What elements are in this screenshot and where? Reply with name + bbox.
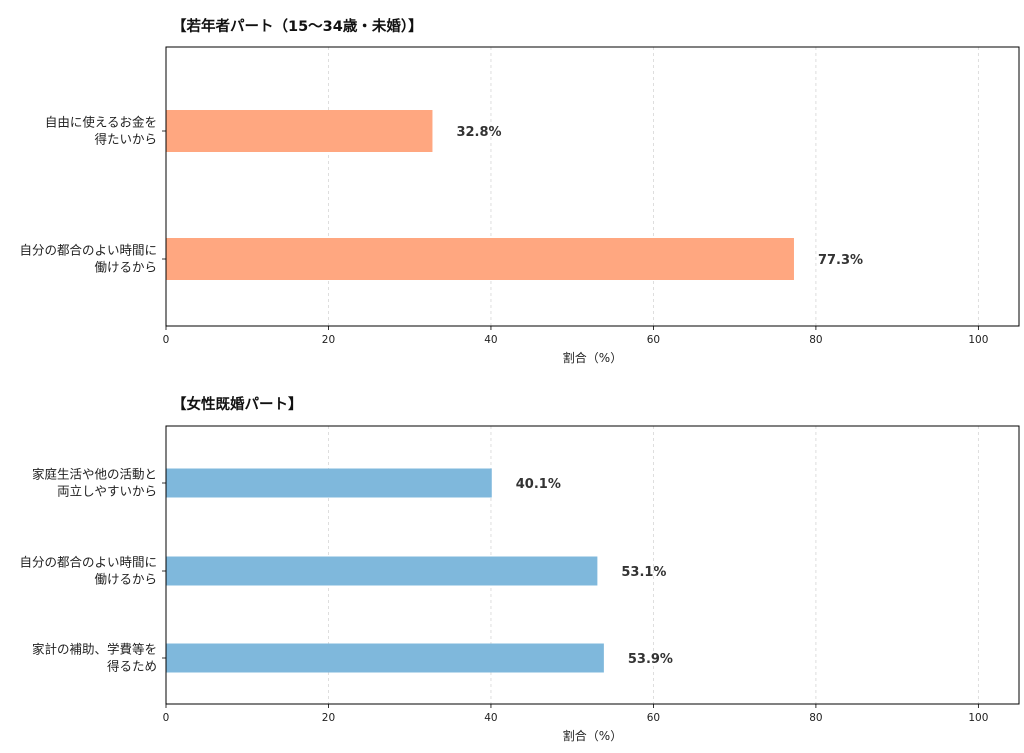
category-label: 自分の都合のよい時間に働けるから [19, 243, 157, 275]
bar [166, 238, 794, 280]
category-label-line: 自由に使えるお金を [45, 115, 157, 130]
x-tick-label: 100 [968, 712, 988, 724]
x-tick-label: 0 [163, 334, 170, 346]
category-label-line: 働けるから [94, 260, 157, 275]
data-label: 40.1% [516, 477, 561, 492]
data-label: 53.1% [621, 565, 666, 580]
x-axis-label: 割合（%） [563, 350, 622, 365]
x-tick-label: 40 [484, 334, 497, 346]
category-label-line: 両立しやすいから [57, 484, 157, 499]
data-label: 53.9% [628, 652, 673, 667]
x-tick-label: 20 [322, 334, 335, 346]
category-label-line: 働けるから [94, 572, 157, 587]
chart-title: 【若年者パート（15〜34歳・未婚）】 [172, 17, 423, 35]
category-label-line: 得たいから [94, 132, 157, 147]
x-tick-label: 0 [163, 712, 170, 724]
x-tick-label: 60 [647, 712, 660, 724]
x-tick-label: 80 [809, 712, 822, 724]
category-label: 自分の都合のよい時間に働けるから [19, 555, 157, 587]
plot-frame [165, 425, 1020, 705]
x-axis-label: 割合（%） [563, 728, 622, 743]
bar [166, 110, 433, 152]
chart-panel-1: 【若年者パート（15〜34歳・未婚）】 32.8% 自由に使えるお金を得たいから 77… [19, 17, 1020, 365]
x-tick-label: 60 [647, 334, 660, 346]
plot-frame [165, 46, 1020, 327]
x-tick-label: 40 [484, 712, 497, 724]
category-label-line: 得るため [107, 659, 157, 674]
chart-panel-2: 【女性既婚パート】 40.1% 家庭生活や他の活動と両立しやすいから 53.1% 自分の… [19, 395, 1020, 743]
category-label: 家庭生活や他の活動と両立しやすいから [32, 467, 157, 499]
category-label-line: 自分の都合のよい時間に [19, 243, 157, 258]
bar [166, 556, 598, 586]
x-tick-label: 100 [968, 334, 988, 346]
x-tick-label: 20 [322, 712, 335, 724]
bar [166, 643, 604, 673]
category-label-line: 家庭生活や他の活動と [32, 467, 157, 482]
category-label-line: 家計の補助、学費等を [32, 642, 157, 657]
category-label: 家計の補助、学費等を得るため [32, 642, 157, 674]
bar [166, 468, 492, 498]
category-label-line: 自分の都合のよい時間に [19, 555, 157, 570]
data-label: 77.3% [818, 253, 863, 268]
data-label: 32.8% [456, 125, 501, 140]
chart-title: 【女性既婚パート】 [172, 395, 303, 413]
x-tick-label: 80 [809, 334, 822, 346]
category-label: 自由に使えるお金を得たいから [45, 115, 157, 147]
